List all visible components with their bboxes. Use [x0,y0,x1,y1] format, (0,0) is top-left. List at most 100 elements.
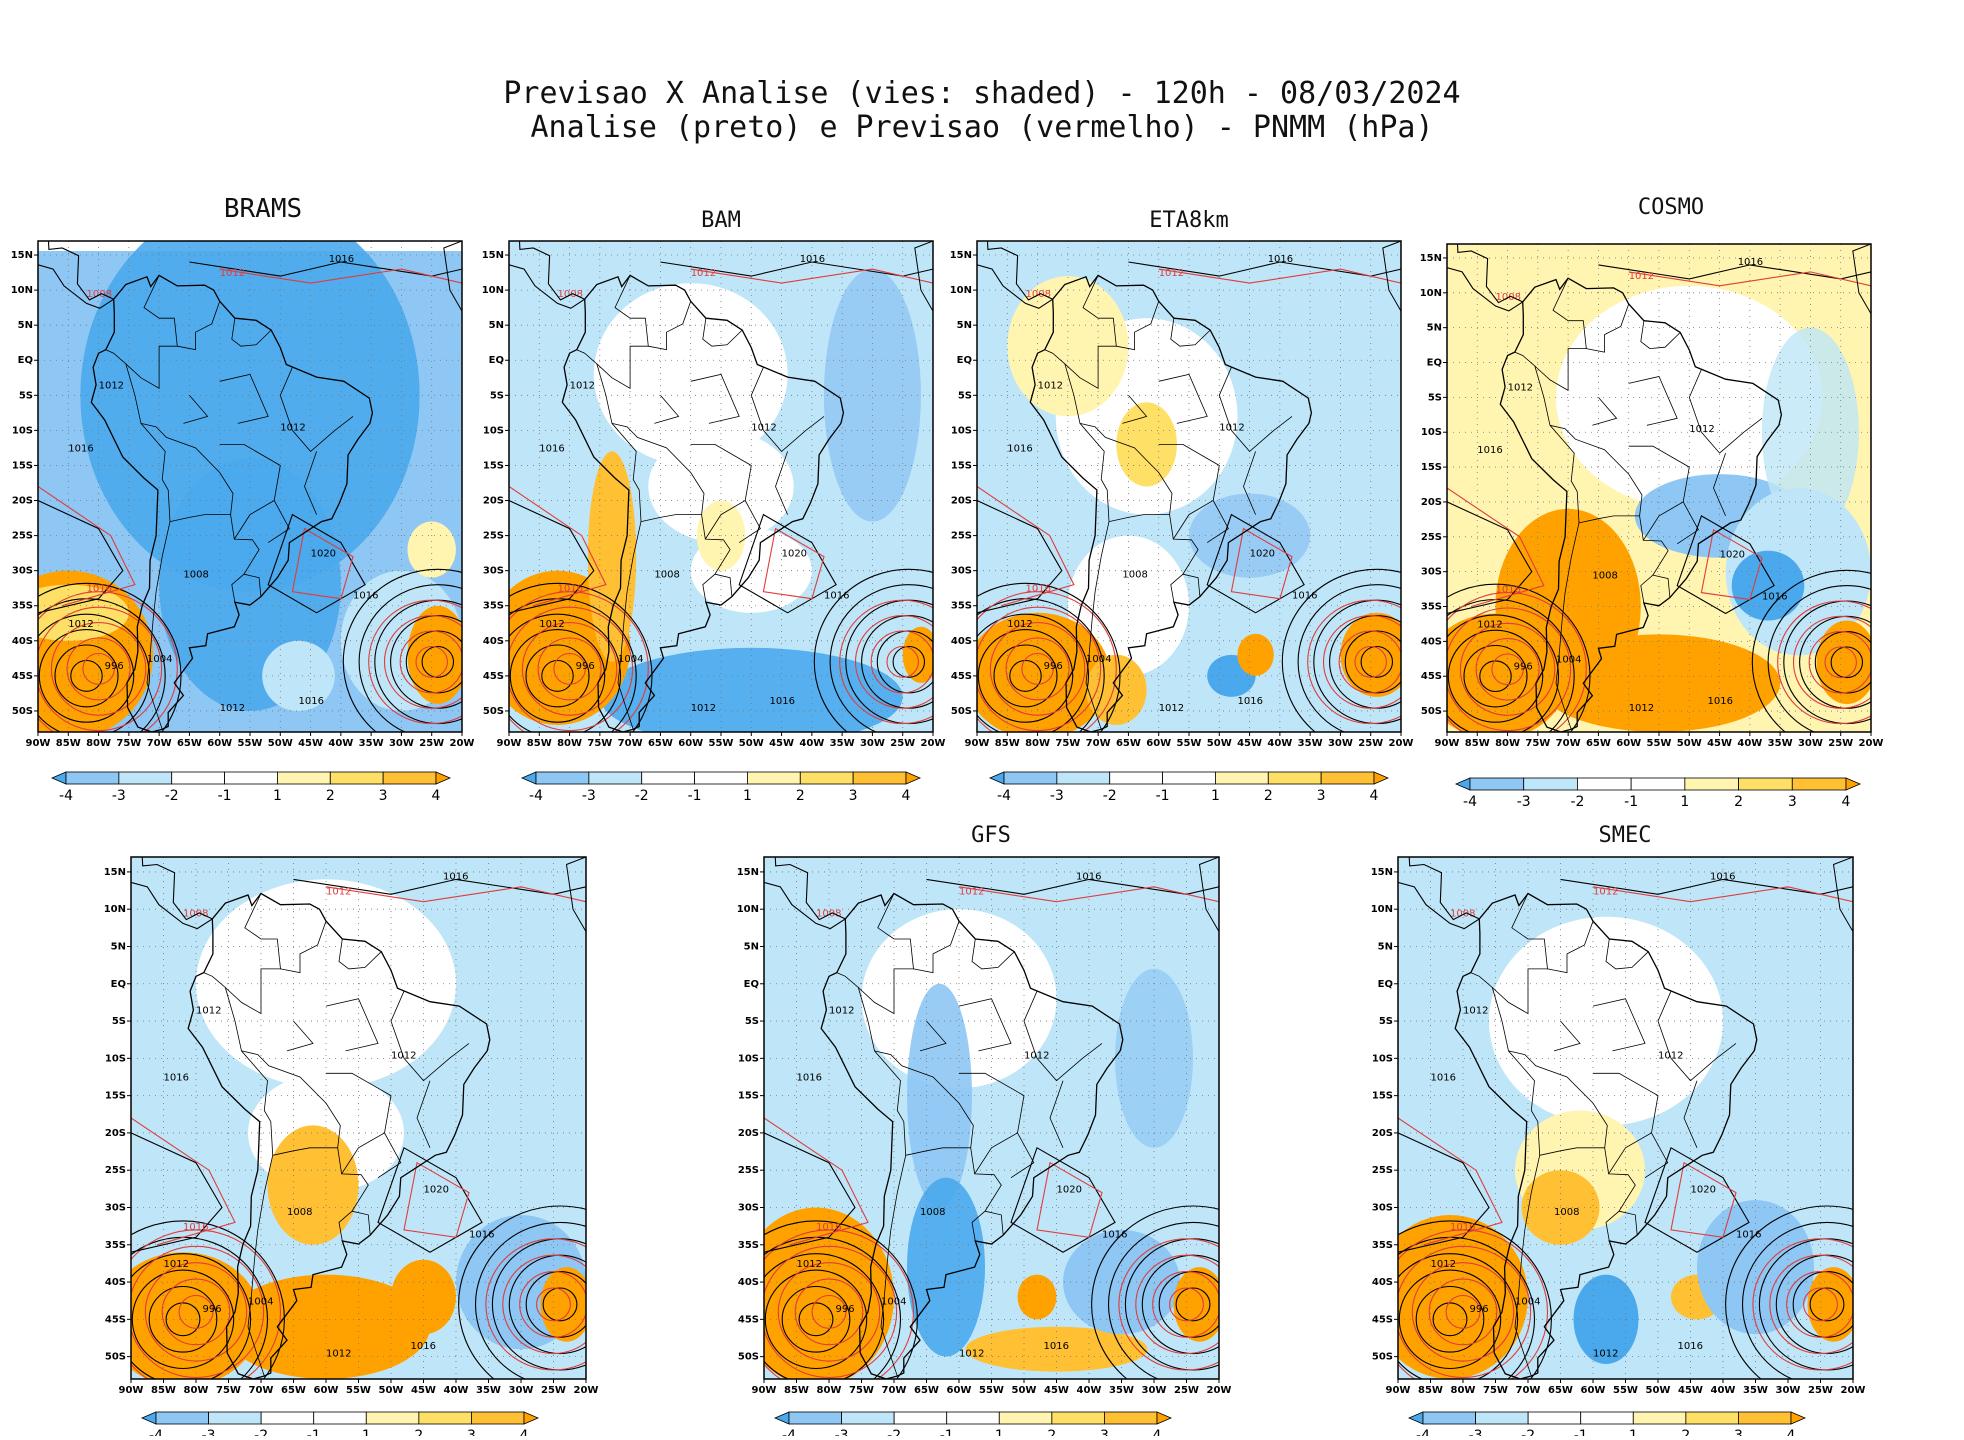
analysis-low-sw-4 [764,1253,885,1379]
colorbar-label: 3 [1100,1428,1109,1436]
border-9 [1683,1080,1698,1148]
coastline-central-america-pacific [509,264,586,309]
colorbar-label: 1 [995,1428,1004,1436]
colorbar-bin [1104,1411,1158,1425]
isobar-label: 1012 [391,1050,416,1061]
x-tick-label: 20W [1207,1385,1232,1396]
border-4 [648,301,692,351]
y-tick-label: 35S [1421,602,1442,613]
panel-plot-area: 1016 1012 1008 1012 1016 1012 1020 1016 1012 1016… [509,241,933,732]
colorbar-bin [1738,777,1793,791]
colorbar-bin [1422,1411,1476,1425]
y-tick-label: 25S [12,531,33,542]
x-tick-label: 80W [1451,1385,1476,1396]
y-tick-label: 5S [19,390,33,401]
border-4 [280,920,327,974]
forecast-1016-north [690,268,933,284]
x-tick-label: 75W [587,738,612,749]
border-7 [750,367,825,452]
x-tick-label: 80W [86,738,111,749]
border-12 [267,500,290,543]
analysis-low-sw-1 [165,1302,201,1337]
bias-pos-patag [1086,654,1147,726]
forecast-1016-north [325,886,586,903]
y-tick-label: 10N [104,904,126,915]
analysis-low-sw-3 [977,629,1074,723]
analysis-low-east-6 [1751,569,1871,732]
analysis-low-east-5 [1767,585,1871,732]
colorbar-label: -2 [1521,1428,1535,1436]
x-tick-label: 60W [1616,738,1641,749]
colorbar-arrow-left [773,1411,790,1425]
isobar-label: 996 [1044,661,1063,672]
border-5 [702,318,743,347]
x-tick-label: 50W [739,738,764,749]
isobar-label: 1016 [539,443,564,454]
border-6 [1618,1210,1638,1236]
forecast-low-east-2 [1786,1271,1853,1338]
colorbar-label: 1 [273,788,282,804]
isobar-label: 996 [1470,1304,1489,1315]
panel-title: COSMO [1638,195,1704,220]
x-tick-label: 55W [238,738,263,749]
coastline-south-america [187,892,491,1379]
x-tick-label: 35W [359,738,384,749]
isobar-label: 1016 [797,1073,822,1084]
x-tick-label: 40W [328,738,353,749]
colorbar-bin [329,771,384,785]
border-0 [576,349,642,730]
x-tick-label: 20W [1841,1385,1866,1396]
x-tick-label: 75W [1055,738,1080,749]
border-9 [416,1080,431,1148]
x-tick-label: 90W [1435,738,1460,749]
y-tick-label: EQ [1378,979,1393,990]
coastline-central-america-pacific [764,881,846,930]
border-0 [1514,351,1580,730]
x-tick-label: 65W [177,738,202,749]
y-tick-label: EQ [489,355,504,366]
isobar-label: 1012 [1477,619,1502,630]
isobar-label: 1016 [1678,1341,1703,1352]
colorbar-label: -4 [1416,1428,1430,1436]
colorbar: -4 -3 -2 -1 1 2 3 4 [1407,1411,1807,1440]
forecast-1016-north [1628,271,1871,287]
border-10 [219,373,269,424]
border-2 [611,423,705,515]
forecast-low-east-4 [1307,599,1401,725]
x-tick-label: 25W [890,738,915,749]
colorbar-label: -4 [782,1428,796,1436]
colorbar-label: 4 [1842,794,1851,810]
isobar-label: 1012 [1629,271,1654,282]
bias-pos-east [540,1267,586,1342]
x-tick-label: 35W [1743,1385,1768,1396]
colorbar-label: -2 [254,1428,268,1436]
colorbar-bin [1684,777,1739,791]
isobar-label: 1020 [424,1185,449,1196]
isobar-label: 1016 [1102,1229,1127,1240]
colorbar-label: 2 [1734,794,1743,810]
bias-pos-east [1816,620,1871,705]
analysis-low-sw-4 [131,1253,252,1379]
isobar-label: 1008 [1554,1207,1579,1218]
y-tick-label: 30S [12,566,33,577]
colorbar-label: -1 [1574,1428,1588,1436]
forecast-low-sw-3 [144,1262,248,1362]
isobar-label: 1016 [824,591,849,602]
forecast-low-east-2 [870,630,933,694]
colorbar-label: -4 [1463,794,1477,810]
coastline-south-america [1029,274,1313,732]
border-8 [1593,1072,1659,1175]
colorbar-arrow-right [1156,1411,1173,1425]
x-tick-label: 45W [411,1385,436,1396]
colorbar: -4 -3 -2 -1 1 2 3 4 [773,1411,1173,1440]
isobar-label: 1004 [881,1296,906,1307]
y-tick-label: 20S [1421,497,1442,508]
colorbar-bin [171,771,225,785]
y-tick-label: 5N [1378,941,1393,952]
border-2 [1549,424,1643,516]
border-10 [958,998,1012,1052]
forecast-low-east-2 [1152,1271,1219,1338]
analysis-low-east-1 [1175,1287,1211,1322]
isobar-label: 1012 [959,1349,984,1360]
forecast-1016-north [1592,886,1853,903]
